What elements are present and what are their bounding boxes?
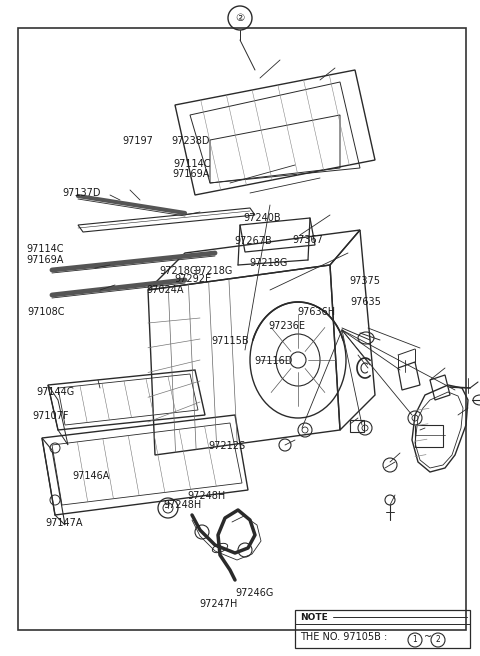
Text: 97144G: 97144G bbox=[36, 387, 74, 397]
Text: 97238D: 97238D bbox=[171, 136, 210, 146]
Text: 97246G: 97246G bbox=[235, 588, 274, 598]
Text: 97240B: 97240B bbox=[244, 213, 281, 223]
Text: ~: ~ bbox=[424, 632, 432, 642]
Text: 97169A: 97169A bbox=[26, 255, 64, 264]
Text: 97635: 97635 bbox=[350, 297, 381, 307]
Text: 97107F: 97107F bbox=[33, 411, 69, 420]
Text: 97116D: 97116D bbox=[254, 356, 293, 366]
Text: 97218G: 97218G bbox=[194, 266, 233, 276]
Text: 97248H: 97248H bbox=[163, 500, 202, 510]
Text: 97197: 97197 bbox=[122, 136, 153, 146]
Text: 97267B: 97267B bbox=[234, 236, 272, 246]
Text: 97137D: 97137D bbox=[62, 188, 101, 197]
Bar bbox=[350, 420, 364, 432]
Text: 97367: 97367 bbox=[293, 235, 324, 245]
Text: 97108C: 97108C bbox=[28, 307, 65, 317]
Text: 1: 1 bbox=[413, 636, 418, 644]
Text: 97024A: 97024A bbox=[146, 285, 184, 295]
Text: 97114C: 97114C bbox=[174, 159, 211, 169]
Text: 97236E: 97236E bbox=[269, 321, 306, 331]
Bar bbox=[295, 610, 470, 648]
Text: 97212S: 97212S bbox=[209, 441, 246, 451]
Text: 97375: 97375 bbox=[349, 276, 381, 285]
Text: ②: ② bbox=[235, 13, 245, 23]
Text: NOTE: NOTE bbox=[300, 613, 328, 622]
Text: 97147A: 97147A bbox=[46, 518, 83, 528]
Text: 97115B: 97115B bbox=[211, 336, 249, 346]
Text: 97248H: 97248H bbox=[187, 491, 226, 501]
Text: 97114C: 97114C bbox=[26, 244, 64, 254]
Text: 97247H: 97247H bbox=[199, 599, 238, 609]
Bar bbox=[415, 425, 443, 447]
Text: 97218G: 97218G bbox=[250, 258, 288, 268]
Text: 97218G: 97218G bbox=[160, 266, 198, 276]
Text: 97636H: 97636H bbox=[298, 307, 336, 317]
Text: 2: 2 bbox=[436, 636, 440, 644]
Text: 97292E: 97292E bbox=[174, 274, 211, 284]
Text: 97146A: 97146A bbox=[72, 471, 109, 481]
Text: THE NO. 97105B :: THE NO. 97105B : bbox=[300, 632, 390, 642]
Text: 97169A: 97169A bbox=[173, 169, 210, 178]
